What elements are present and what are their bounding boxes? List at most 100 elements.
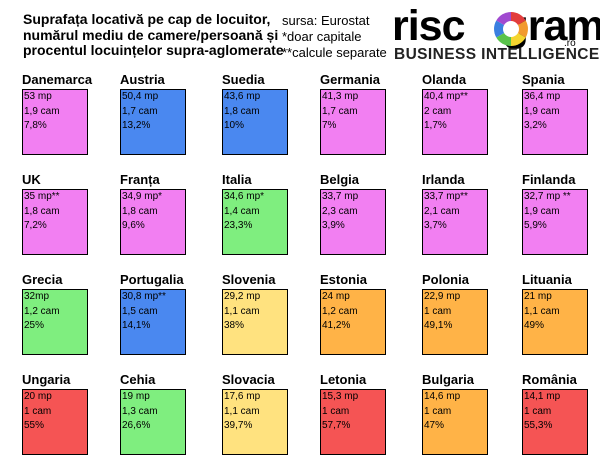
title-line-2: numărul mediu de camere/persoană și xyxy=(23,26,279,43)
area-value: 21 mp xyxy=(524,291,552,302)
area-value: 32mp xyxy=(24,291,50,302)
country-values: 29,2 mp 1,1 cam 38% xyxy=(224,290,260,334)
country-values: 33,7 mp 2,3 cam 3,9% xyxy=(322,190,358,234)
country-values: 50,4 mp 1,7 cam 13,2% xyxy=(122,90,158,134)
overcrowded-value: 3,2% xyxy=(524,120,547,131)
country-name: Lituania xyxy=(522,272,572,287)
overcrowded-value: 1,7% xyxy=(424,120,447,131)
country-square xyxy=(320,389,386,455)
country-square xyxy=(222,89,288,155)
country-values: 40,4 mp** 2 cam 1,7% xyxy=(424,90,468,134)
area-value: 40,4 mp** xyxy=(424,91,468,102)
country-name: Estonia xyxy=(320,272,367,287)
overcrowded-value: 7,8% xyxy=(24,120,47,131)
overcrowded-value: 47% xyxy=(424,420,445,431)
area-value: 19 mp xyxy=(122,391,150,402)
rooms-value: 1,7 cam xyxy=(122,105,158,117)
country-values: 15,3 mp 1 cam 57,7% xyxy=(322,390,358,434)
overcrowded-value: 38% xyxy=(224,320,245,331)
rooms-value: 1,7 cam xyxy=(322,105,358,117)
country-values: 34,9 mp* 1,8 cam 9,6% xyxy=(122,190,162,234)
chart-title: Suprafața locativă pe cap de locuitor, n… xyxy=(23,11,288,59)
country-name: Slovacia xyxy=(222,372,275,387)
country-values: 32mp 1,2 cam 25% xyxy=(24,290,60,334)
country-name: Austria xyxy=(120,72,165,87)
country-values: 34,6 mp* 1,4 cam 23,3% xyxy=(224,190,264,234)
title-line-3: procentul locuințelor supra-aglomerate xyxy=(23,42,284,58)
country-square xyxy=(120,289,186,355)
country-square xyxy=(120,189,186,255)
country-values: 19 mp 1,3 cam 26,6% xyxy=(122,390,158,434)
footnote-capitals: *doar capitale xyxy=(282,29,362,44)
area-value: 14,1 mp xyxy=(524,391,561,402)
country-name: Grecia xyxy=(22,272,63,287)
rooms-value: 1,3 cam xyxy=(122,405,158,417)
country-name: Polonia xyxy=(422,272,469,287)
rooms-value: 1,8 cam xyxy=(224,105,260,117)
country-name: Suedia xyxy=(222,72,265,87)
logo-domain-suffix: .ro xyxy=(564,38,576,49)
country-square xyxy=(422,389,488,455)
country-name: Germania xyxy=(320,72,380,87)
overcrowded-value: 3,7% xyxy=(424,220,447,231)
country-name: România xyxy=(522,372,577,387)
country-square xyxy=(22,89,88,155)
overcrowded-value: 26,6% xyxy=(122,420,151,431)
area-value: 50,4 mp xyxy=(122,91,159,102)
country-square xyxy=(522,189,588,255)
country-values: 53 mp 1,9 cam 7,8% xyxy=(24,90,60,134)
country-name: Irlanda xyxy=(422,172,465,187)
country-name: Slovenia xyxy=(222,272,276,287)
country-name: Danemarca xyxy=(22,72,93,87)
country-name: Olanda xyxy=(422,72,467,87)
country-values: 32,7 mp ** 1,9 cam 5,9% xyxy=(524,190,571,234)
area-value: 14,6 mp xyxy=(424,391,461,402)
rooms-value: 1,2 cam xyxy=(322,305,358,317)
source-line: sursa: Eurostat xyxy=(282,13,370,28)
title-line-1: Suprafața locativă pe cap de locuitor, xyxy=(23,11,271,27)
overcrowded-value: 55,3% xyxy=(524,420,553,431)
logo-color-wheel-icon xyxy=(494,12,528,46)
country-values: 21 mp 1,1 cam 49% xyxy=(524,290,560,334)
area-value: 43,6 mp xyxy=(224,91,261,102)
country-square xyxy=(422,89,488,155)
area-value: 34,6 mp* xyxy=(224,191,265,202)
footnote-separate-calc: **calcule separate xyxy=(282,45,387,60)
area-value: 30,8 mp** xyxy=(122,291,166,302)
overcrowded-value: 7% xyxy=(322,120,337,131)
riscograma-logo: riscgrama .ro BUSINESS INTELLIGENCE xyxy=(390,2,600,66)
country-values: 33,7 mp** 2,1 cam 3,7% xyxy=(424,190,468,234)
country-square xyxy=(222,189,288,255)
country-square xyxy=(320,289,386,355)
overcrowded-value: 9,6% xyxy=(122,220,145,231)
overcrowded-value: 25% xyxy=(24,320,45,331)
area-value: 36,4 mp xyxy=(524,91,561,102)
rooms-value: 1,1 cam xyxy=(224,405,260,417)
country-square xyxy=(320,89,386,155)
area-value: 35 mp** xyxy=(24,191,60,202)
country-name: UK xyxy=(22,172,41,187)
rooms-value: 1 cam xyxy=(424,405,452,417)
country-values: 14,6 mp 1 cam 47% xyxy=(424,390,460,434)
country-name: Italia xyxy=(222,172,252,187)
overcrowded-value: 41,2% xyxy=(322,320,351,331)
area-value: 34,9 mp* xyxy=(122,191,163,202)
overcrowded-value: 49,1% xyxy=(424,320,453,331)
country-values: 22,9 mp 1 cam 49,1% xyxy=(424,290,460,334)
area-value: 24 mp xyxy=(322,291,350,302)
country-square xyxy=(522,89,588,155)
logo-tagline: BUSINESS INTELLIGENCE xyxy=(394,46,600,63)
country-values: 43,6 mp 1,8 cam 10% xyxy=(224,90,260,134)
area-value: 15,3 mp xyxy=(322,391,359,402)
country-values: 24 mp 1,2 cam 41,2% xyxy=(322,290,358,334)
rooms-value: 1 cam xyxy=(24,405,52,417)
country-square xyxy=(120,89,186,155)
rooms-value: 2,1 cam xyxy=(424,205,460,217)
country-values: 36,4 mp 1,9 cam 3,2% xyxy=(524,90,560,134)
country-square xyxy=(422,289,488,355)
country-name: Belgia xyxy=(320,172,360,187)
country-values: 41,3 mp 1,7 cam 7% xyxy=(322,90,358,134)
rooms-value: 1,8 cam xyxy=(24,205,60,217)
rooms-value: 1,1 cam xyxy=(524,305,560,317)
overcrowded-value: 55% xyxy=(24,420,45,431)
